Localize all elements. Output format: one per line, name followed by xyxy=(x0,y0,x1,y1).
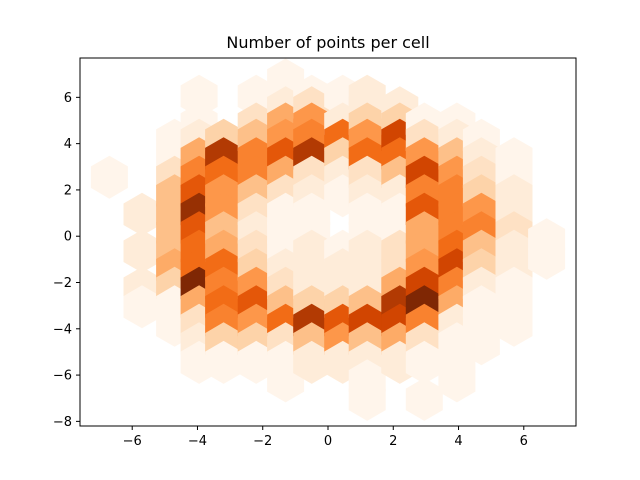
x-tick-label: 0 xyxy=(324,434,332,449)
x-axis: −6 −4 −2 0 2 4 6 xyxy=(123,426,528,449)
hex-cell xyxy=(180,74,218,118)
y-tick-label: 2 xyxy=(64,183,72,198)
hex-cell xyxy=(495,303,533,347)
hex-cell xyxy=(205,340,243,384)
chart-title: Number of points per cell xyxy=(226,33,429,52)
y-tick-label: −8 xyxy=(53,415,72,430)
hex-cell xyxy=(438,359,476,403)
x-tick-label: 2 xyxy=(389,434,397,449)
hex-cell xyxy=(237,340,275,384)
y-tick-label: −6 xyxy=(53,369,72,384)
hex-cell xyxy=(528,236,566,280)
hex-cell xyxy=(405,377,443,421)
y-tick-label: 0 xyxy=(64,230,72,245)
y-axis: −8 −6 −4 −2 0 2 4 6 xyxy=(53,91,80,430)
hex-cell xyxy=(123,285,161,329)
x-tick-label: 6 xyxy=(520,434,528,449)
hex-cell xyxy=(90,155,128,199)
hex-cell xyxy=(237,74,275,118)
y-tick-label: 4 xyxy=(64,137,72,152)
hex-cell xyxy=(405,340,443,384)
y-tick-label: 6 xyxy=(64,91,72,106)
hex-cell xyxy=(348,377,386,421)
y-tick-label: −4 xyxy=(53,322,72,337)
hex-cell xyxy=(123,192,161,236)
hex-cell xyxy=(462,322,500,366)
x-tick-label: −6 xyxy=(123,434,142,449)
x-tick-label: 4 xyxy=(454,434,462,449)
y-tick-label: −2 xyxy=(53,276,72,291)
hex-cell xyxy=(123,229,161,273)
hex-cell xyxy=(293,340,331,384)
x-tick-label: −4 xyxy=(188,434,207,449)
x-tick-label: −2 xyxy=(253,434,272,449)
hex-cells xyxy=(90,58,566,421)
